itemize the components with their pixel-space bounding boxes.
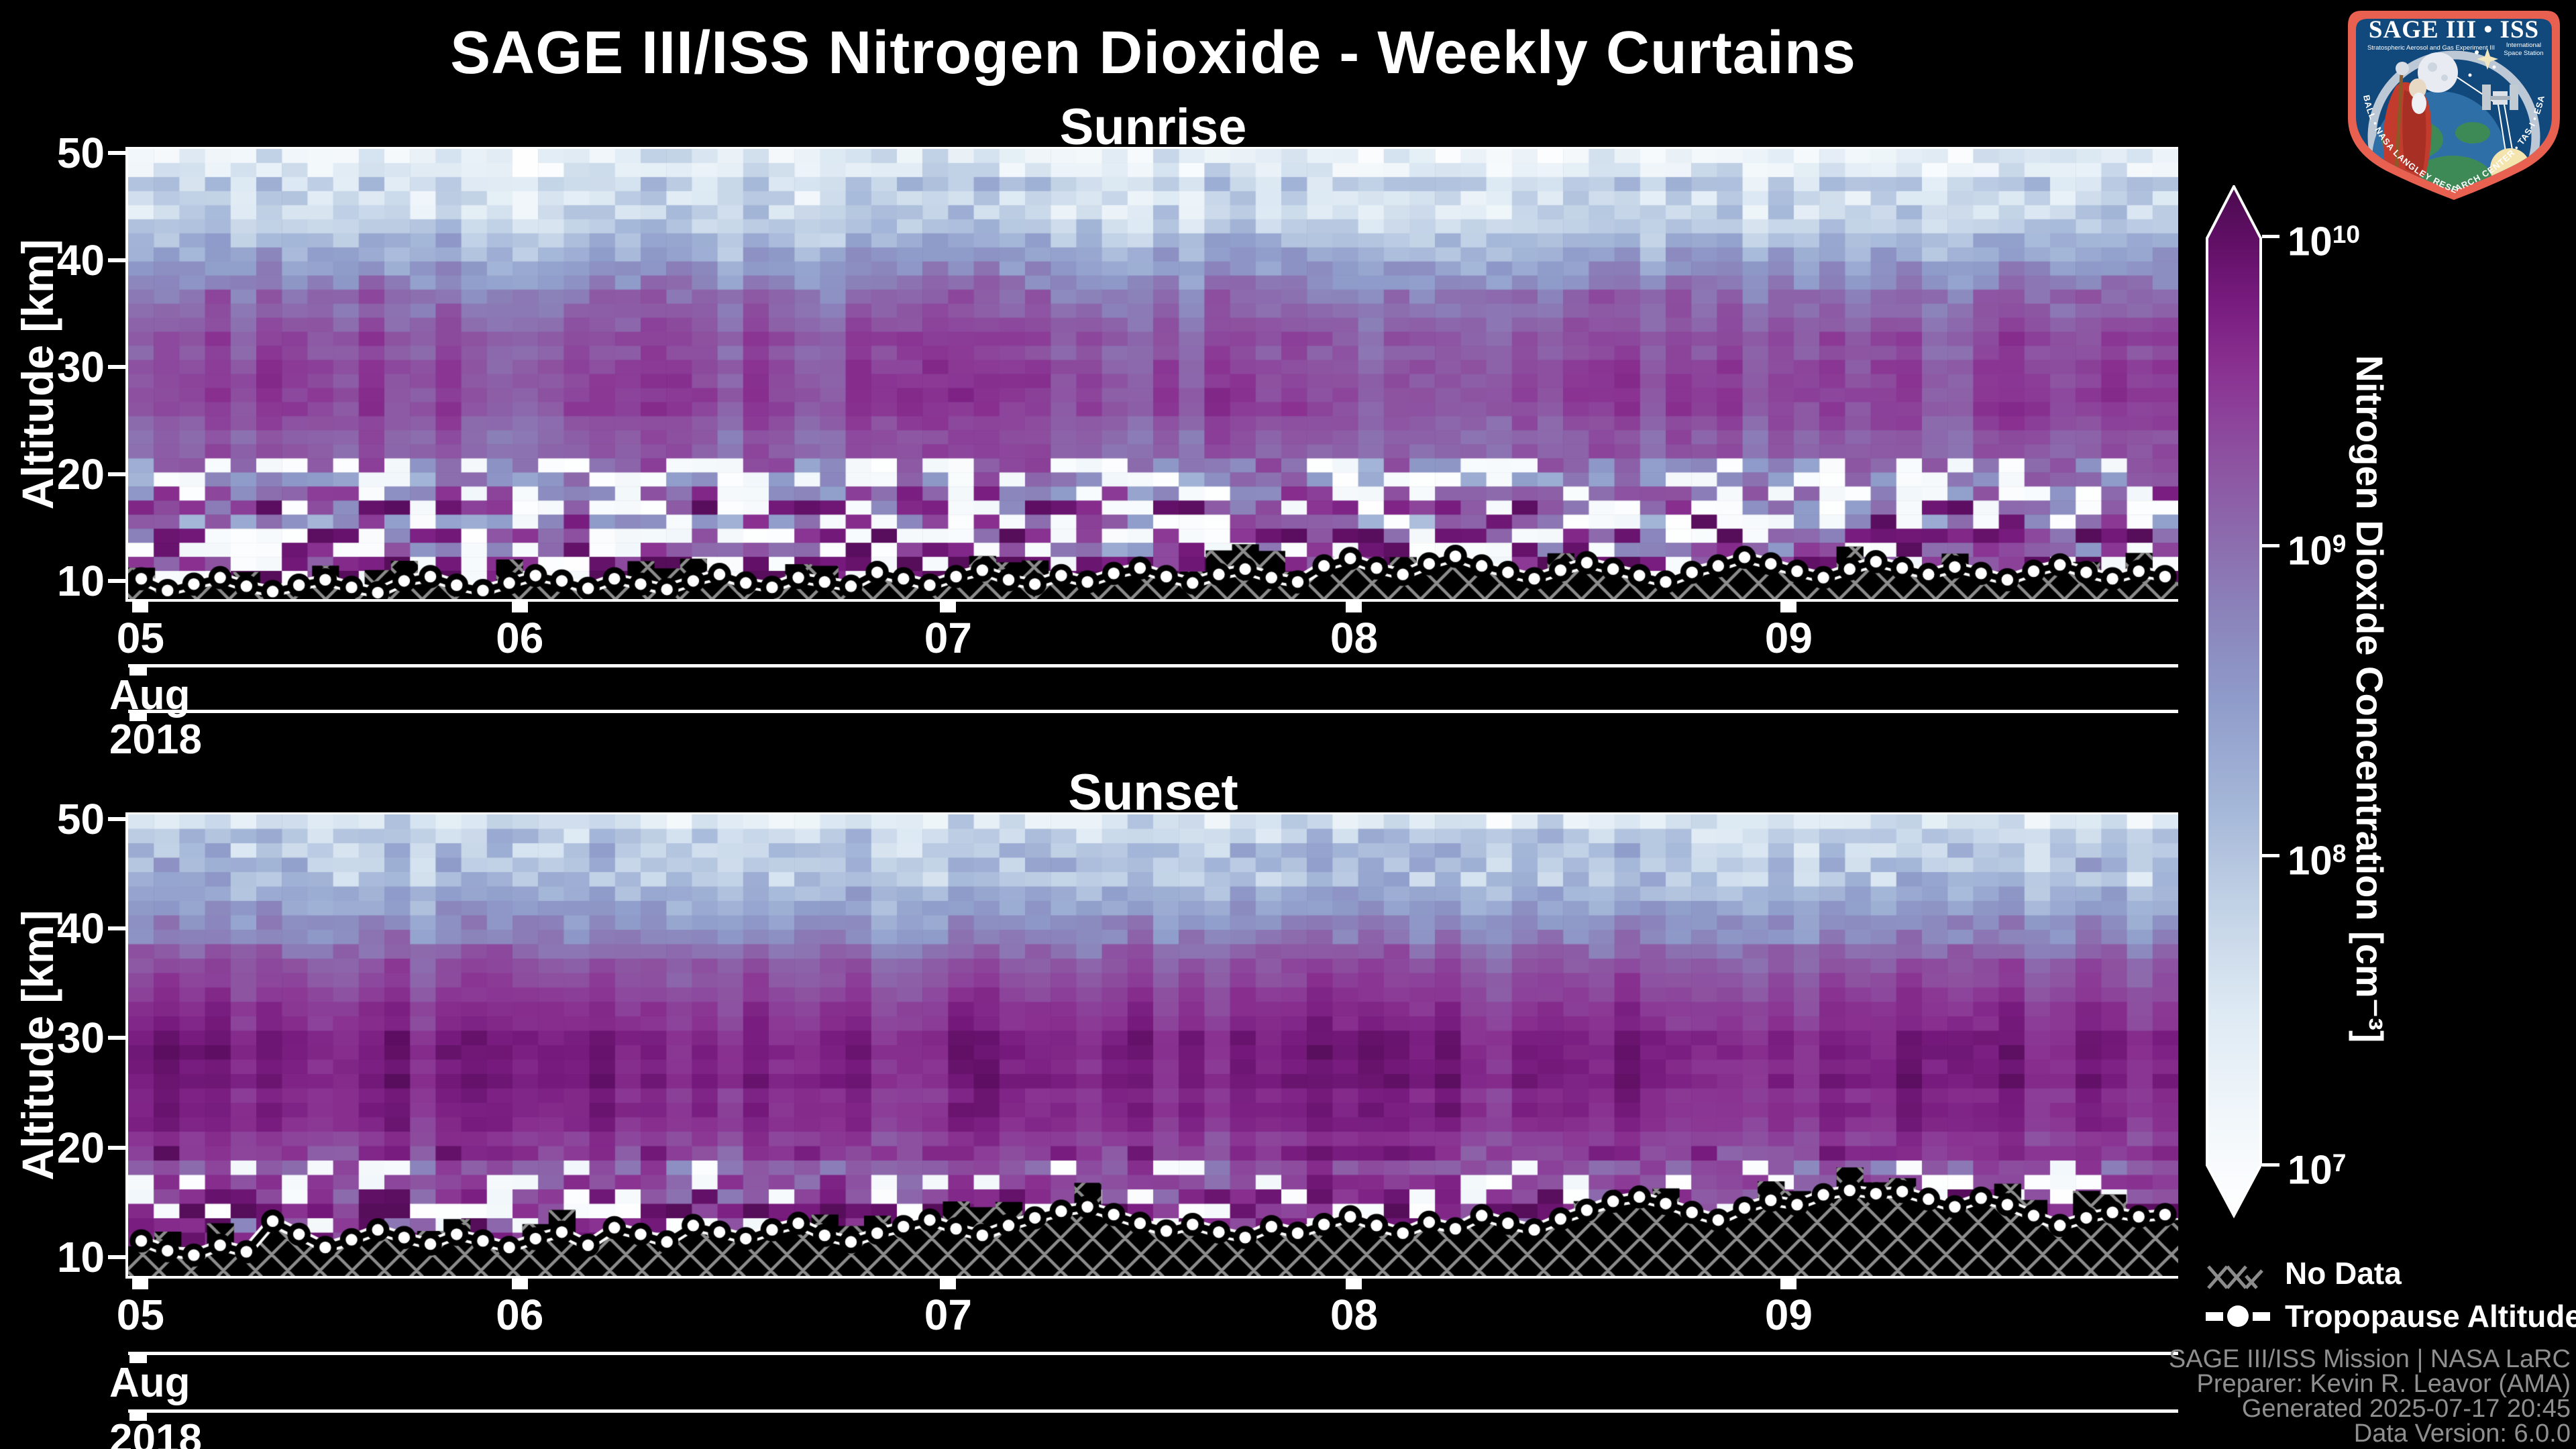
colorbar-tick-label: 108 xyxy=(2288,838,2347,883)
left-spine xyxy=(125,812,128,1279)
colorbar-tick-label: 109 xyxy=(2288,528,2347,574)
x-tick xyxy=(511,602,528,612)
colorbar-tick xyxy=(2262,235,2279,238)
year-axis-line xyxy=(128,1409,2178,1413)
colorbar-tick xyxy=(2262,544,2279,548)
x-tick-label: 06 xyxy=(496,1291,544,1339)
x-tick-label: 08 xyxy=(1330,1291,1379,1339)
x-tick-label: 06 xyxy=(496,614,544,662)
colorbar-tick-label: 1010 xyxy=(2288,219,2361,264)
y-tick xyxy=(108,578,125,583)
legend-no-data-label: No Data xyxy=(2285,1256,2402,1291)
tropopause-line-icon xyxy=(2206,1305,2270,1327)
patch-subtitle-right2: Space Station xyxy=(2504,50,2543,57)
y-tick-label: 20 xyxy=(56,1123,105,1172)
y-tick-label: 30 xyxy=(56,343,105,392)
x-tick-label: 05 xyxy=(116,614,164,662)
y-tick xyxy=(108,365,125,370)
colorbar-tick xyxy=(2262,1163,2279,1167)
patch-subtitle-right1: International xyxy=(2506,42,2541,49)
year-axis-tick xyxy=(129,713,147,721)
x-tick-label: 09 xyxy=(1764,614,1813,662)
x-tick xyxy=(940,602,957,612)
sunrise-heatmap-canvas xyxy=(128,149,2178,599)
y-tick xyxy=(108,258,125,262)
credit-generated: Generated 2025-07-17 20:45 xyxy=(2241,1395,2571,1423)
x-tick-label: 05 xyxy=(116,1291,164,1339)
patch-title: SAGE III • ISS xyxy=(2369,16,2539,44)
y-tick-label: 10 xyxy=(56,1233,105,1282)
y-tick-label: 30 xyxy=(56,1014,105,1063)
y-tick xyxy=(108,151,125,156)
year-axis-label: 2018 xyxy=(109,716,202,763)
y-tick xyxy=(108,926,125,930)
orbit-ring xyxy=(2367,50,2540,191)
x-tick xyxy=(1780,1279,1797,1289)
colorbar xyxy=(2206,185,2262,1218)
y-tick-label: 50 xyxy=(56,129,105,178)
x-tick xyxy=(1346,1279,1362,1289)
y-tick xyxy=(108,816,125,821)
credit-data-version: Data Version: 6.0.0 xyxy=(2353,1419,2571,1448)
panel-title-sunrise: Sunrise xyxy=(1059,99,1247,156)
colorbar-axis-label: Nitrogen Dioxide Concentration [cm⁻³] xyxy=(2349,355,2391,1043)
x-tick-label: 07 xyxy=(924,1291,972,1339)
month-axis-tick xyxy=(129,1355,147,1363)
top-spine xyxy=(125,147,2178,149)
legend-tropopause-label: Tropopause Altitude xyxy=(2285,1299,2576,1334)
x-tick-label: 07 xyxy=(924,614,972,662)
no-data-hatch-icon xyxy=(2207,1265,2263,1289)
y-tick xyxy=(108,1145,125,1150)
year-axis-label: 2018 xyxy=(109,1416,202,1449)
y-tick-label: 40 xyxy=(56,904,105,953)
x-tick xyxy=(132,1279,149,1289)
sunset-heatmap-canvas xyxy=(128,814,2178,1276)
x-tick xyxy=(511,1279,528,1289)
credit-preparer: Preparer: Kevin R. Leavor (AMA) xyxy=(2196,1370,2571,1398)
y-tick-label: 50 xyxy=(56,794,105,843)
y-tick xyxy=(108,472,125,476)
panel-title-sunset: Sunset xyxy=(1068,764,1238,821)
colorbar-tick-label: 107 xyxy=(2288,1147,2347,1193)
x-tick xyxy=(1346,602,1362,612)
patch-subtitle-left: Stratospheric Aerosol and Gas Experiment… xyxy=(2367,44,2495,52)
x-tick xyxy=(132,602,149,612)
top-spine xyxy=(125,812,2178,814)
year-axis-line xyxy=(128,710,2178,713)
month-axis-line xyxy=(128,1352,2178,1355)
figure-title: SAGE III/ISS Nitrogen Dioxide - Weekly C… xyxy=(450,19,1856,87)
bottom-spine xyxy=(125,599,2178,602)
month-axis-label: Aug xyxy=(109,1360,191,1406)
year-axis-tick xyxy=(129,1413,147,1421)
credit-mission: SAGE III/ISS Mission | NASA LaRC xyxy=(2168,1345,2571,1373)
x-tick-label: 08 xyxy=(1330,614,1379,662)
left-spine xyxy=(125,147,128,602)
father-time-figure xyxy=(2383,62,2432,178)
colorbar-bar xyxy=(2206,185,2262,1218)
y-tick xyxy=(108,1255,125,1260)
credits-block: SAGE III/ISS Mission | NASA LaRC Prepare… xyxy=(2168,1345,2571,1448)
y-tick-label: 20 xyxy=(56,449,105,498)
moon xyxy=(2418,52,2458,93)
star xyxy=(2477,48,2498,70)
x-tick xyxy=(940,1279,957,1289)
sage-iss-mission-patch-logo: SAGE III • ISS Stratospheric Aerosol and… xyxy=(2348,11,2560,200)
month-axis-tick xyxy=(129,667,147,676)
y-tick xyxy=(108,1036,125,1040)
iss xyxy=(2482,85,2518,110)
month-axis-line xyxy=(128,664,2178,667)
y-tick-label: 40 xyxy=(56,235,105,284)
x-tick-label: 09 xyxy=(1764,1291,1813,1339)
colorbar-tick xyxy=(2262,853,2279,857)
x-tick xyxy=(1780,602,1797,612)
y-tick-label: 10 xyxy=(56,556,105,605)
bottom-spine xyxy=(125,1276,2178,1279)
